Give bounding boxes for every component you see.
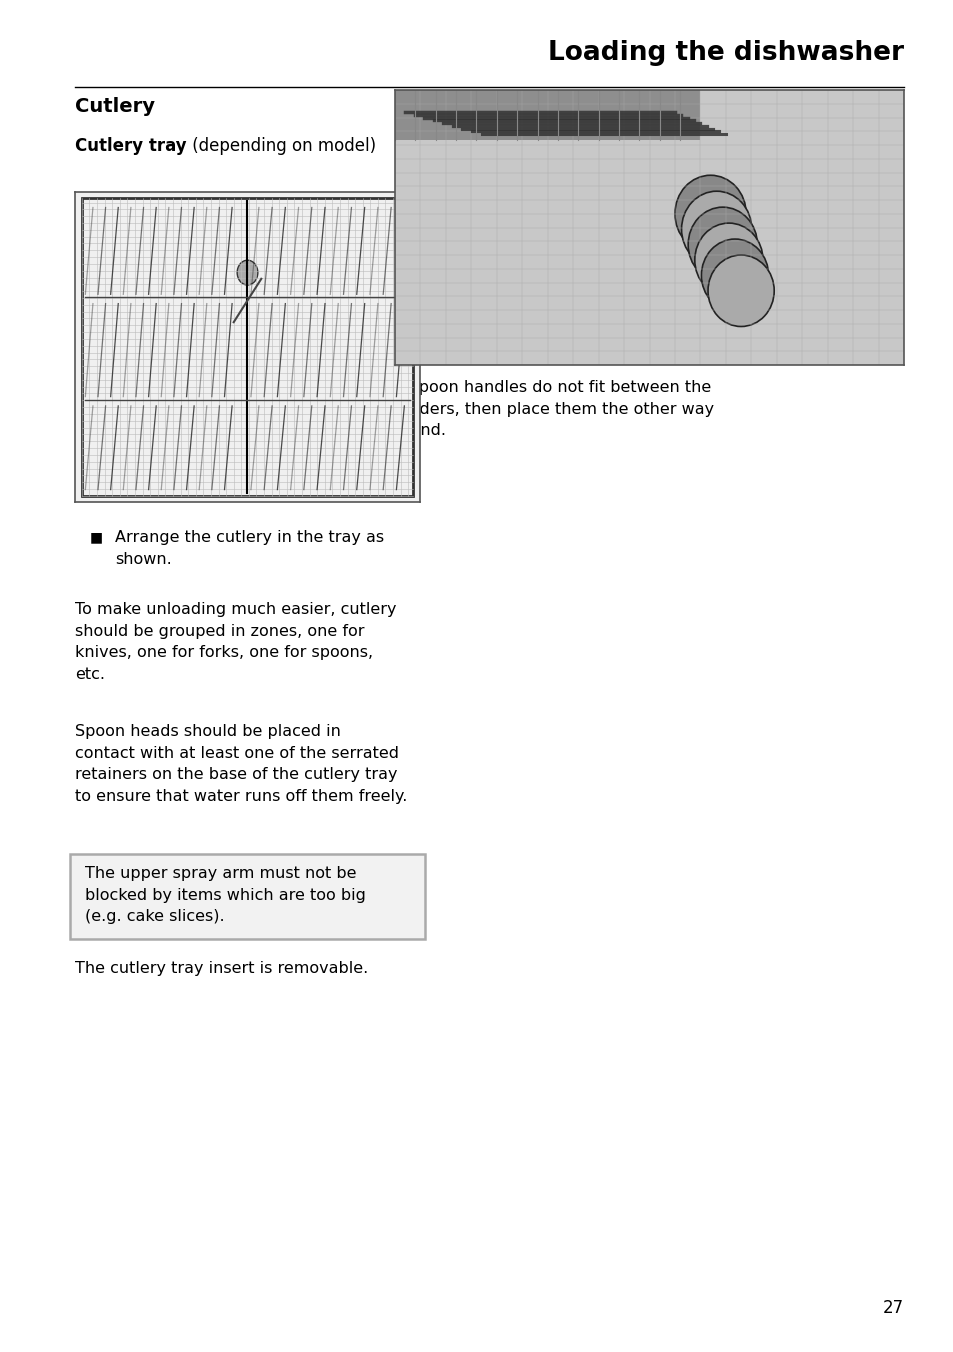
Ellipse shape: [694, 223, 762, 297]
Ellipse shape: [700, 239, 768, 312]
Ellipse shape: [237, 260, 257, 285]
Text: To make unloading much easier, cutlery
should be grouped in zones, one for
knive: To make unloading much easier, cutlery s…: [75, 602, 396, 681]
Text: 27: 27: [882, 1299, 903, 1317]
Text: Cutlery: Cutlery: [75, 97, 154, 116]
FancyBboxPatch shape: [70, 854, 424, 940]
Ellipse shape: [680, 191, 751, 268]
Ellipse shape: [687, 207, 757, 283]
Bar: [395, 91, 700, 139]
Text: Arrange the cutlery in the tray as
shown.: Arrange the cutlery in the tray as shown…: [115, 530, 384, 566]
Text: ■: ■: [90, 530, 103, 544]
Text: The upper spray arm must not be
blocked by items which are too big
(e.g. cake sl: The upper spray arm must not be blocked …: [85, 867, 366, 925]
Text: Loading the dishwasher: Loading the dishwasher: [547, 41, 903, 66]
Text: If spoon handles do not fit between the
holders, then place them the other way
r: If spoon handles do not fit between the …: [395, 380, 714, 438]
Text: Cutlery tray: Cutlery tray: [75, 137, 187, 155]
Text: Spoon heads should be placed in
contact with at least one of the serrated
retain: Spoon heads should be placed in contact …: [75, 725, 407, 804]
Ellipse shape: [707, 256, 774, 326]
Ellipse shape: [674, 176, 745, 253]
Text: The cutlery tray insert is removable.: The cutlery tray insert is removable.: [75, 961, 368, 976]
Text: (depending on model): (depending on model): [187, 137, 375, 155]
